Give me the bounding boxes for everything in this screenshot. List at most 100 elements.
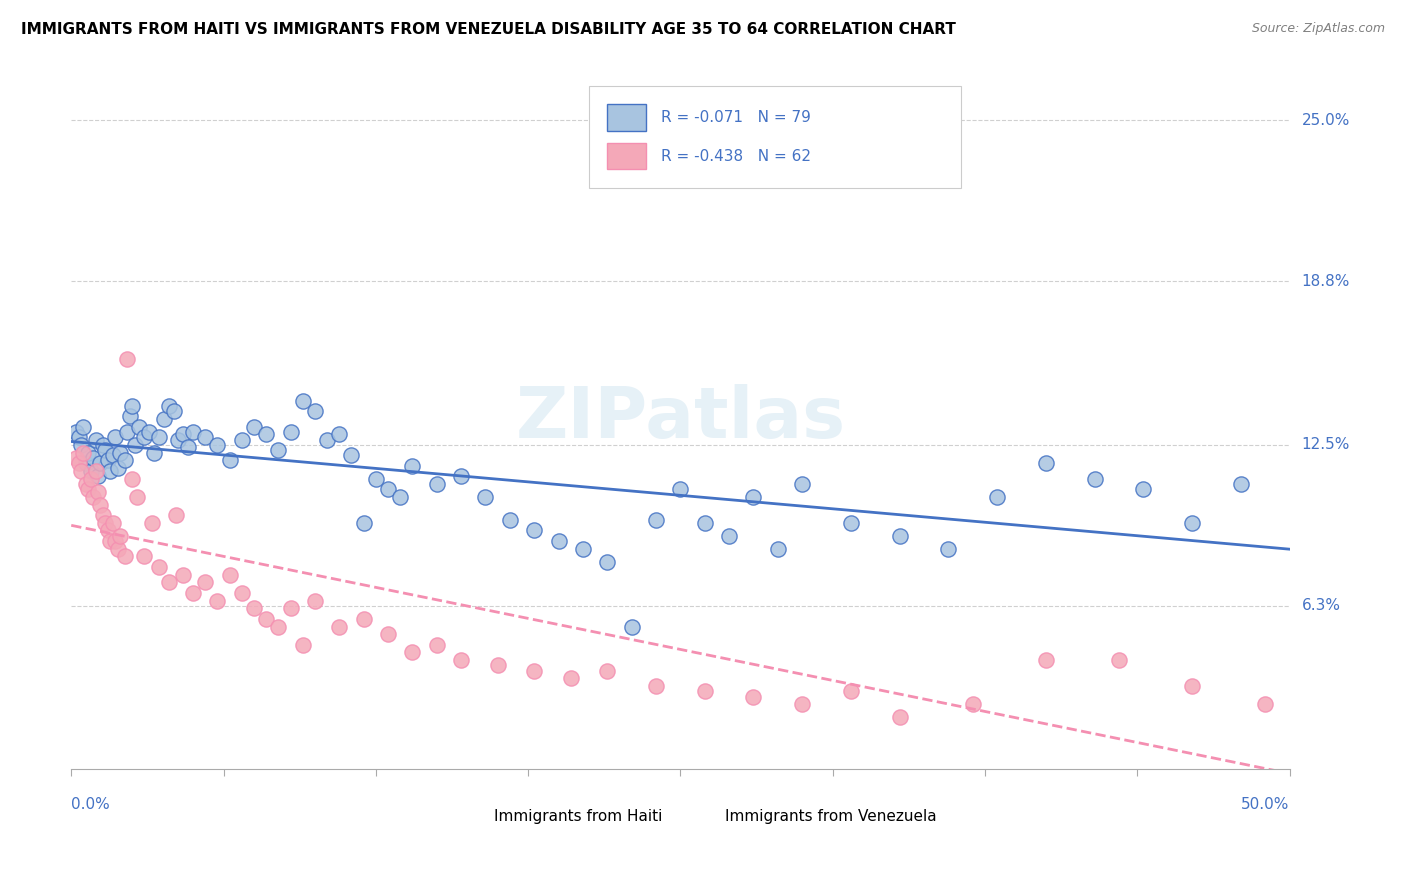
Text: ZIPatlas: ZIPatlas [516,384,845,453]
Point [89,456,111,470]
Text: R = -0.438   N = 62: R = -0.438 N = 62 [661,149,811,163]
Point [94,443,117,458]
FancyBboxPatch shape [456,807,485,827]
Point [254,427,277,442]
Point [267,443,290,458]
Point [377,482,399,496]
Point [70,438,93,452]
Point [669,482,692,496]
Point [291,638,314,652]
Point [124,438,146,452]
Point [353,612,375,626]
Text: 18.8%: 18.8% [1302,274,1350,289]
Point [107,541,129,556]
Point [80,472,103,486]
Point [143,445,166,459]
Point [172,567,194,582]
Point [91,438,114,452]
Point [742,690,765,704]
FancyBboxPatch shape [686,807,717,827]
Point [165,508,187,522]
Point [718,529,741,543]
Point [316,433,339,447]
Point [792,698,814,712]
Point [267,619,290,633]
Point [167,433,190,447]
Point [75,456,97,470]
Point [141,516,163,530]
Point [243,601,266,615]
Point [486,658,509,673]
Point [254,612,277,626]
Point [104,430,127,444]
Point [107,461,129,475]
Point [1035,456,1057,470]
Point [67,430,90,444]
Point [67,456,90,470]
Point [328,427,350,442]
Point [450,469,472,483]
Point [65,450,87,465]
Point [1181,679,1204,693]
Point [353,516,375,530]
Point [1181,516,1204,530]
Text: 25.0%: 25.0% [1302,113,1350,128]
Point [157,399,180,413]
Point [114,453,136,467]
Point [162,404,184,418]
FancyBboxPatch shape [589,86,960,187]
Text: 12.5%: 12.5% [1302,437,1350,452]
Point [645,513,668,527]
Point [328,619,350,633]
Text: R = -0.071   N = 79: R = -0.071 N = 79 [661,110,811,125]
Point [121,399,143,413]
Point [128,419,150,434]
Point [125,490,148,504]
Point [693,684,716,698]
Point [108,445,131,459]
Point [401,458,423,473]
FancyBboxPatch shape [607,104,647,131]
Point [523,664,546,678]
Point [138,425,160,439]
Point [596,555,619,569]
Point [839,516,862,530]
Point [426,476,449,491]
Point [94,516,117,530]
Point [108,529,131,543]
Point [596,664,619,678]
Point [121,472,143,486]
Point [620,619,643,633]
Point [87,469,110,483]
Point [450,653,472,667]
Point [134,549,156,564]
Point [114,549,136,564]
Point [98,533,121,548]
Point [97,524,120,538]
Point [134,430,156,444]
Point [291,393,314,408]
Point [181,586,204,600]
Point [547,533,569,548]
Point [645,679,668,693]
Point [89,498,111,512]
Point [75,476,97,491]
Point [98,464,121,478]
Point [364,472,387,486]
Point [194,430,217,444]
Point [194,575,217,590]
Point [70,464,93,478]
Point [1108,653,1130,667]
Point [207,438,229,452]
Point [938,541,960,556]
Point [243,419,266,434]
Point [766,541,789,556]
Point [231,586,253,600]
Point [377,627,399,641]
Point [1254,698,1277,712]
Point [231,433,253,447]
Point [523,524,546,538]
Text: IMMIGRANTS FROM HAITI VS IMMIGRANTS FROM VENEZUELA DISABILITY AGE 35 TO 64 CORRE: IMMIGRANTS FROM HAITI VS IMMIGRANTS FROM… [21,22,956,37]
Point [693,516,716,530]
Point [177,441,200,455]
